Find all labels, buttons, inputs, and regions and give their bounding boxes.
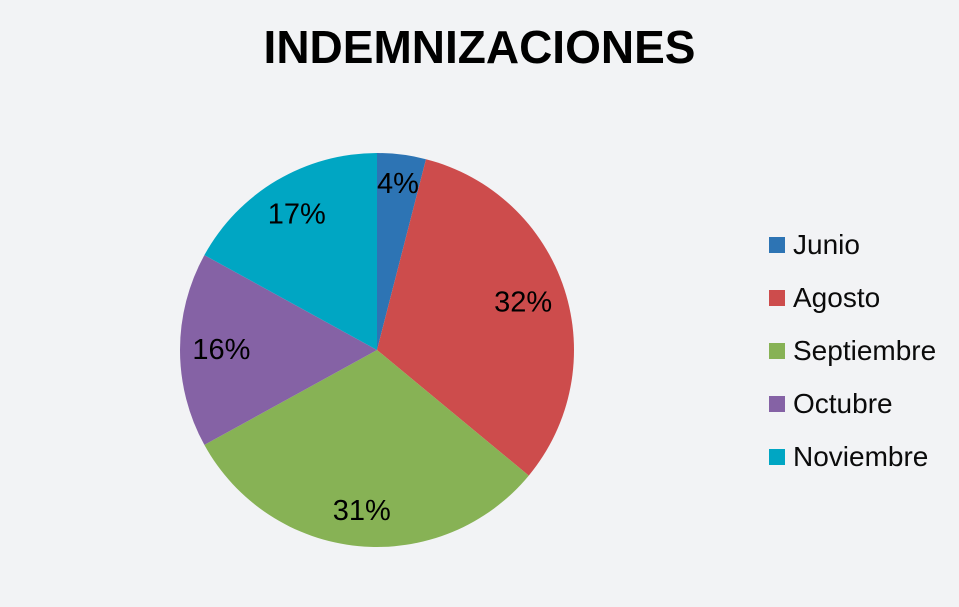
legend-item-octubre[interactable]: Octubre: [769, 388, 936, 420]
legend-label-septiembre: Septiembre: [793, 335, 937, 366]
slice-label-septiembre: 31%: [333, 495, 391, 527]
legend-swatch-noviembre: [769, 449, 785, 465]
legend-item-noviembre[interactable]: Noviembre: [769, 441, 936, 473]
legend-label-junio: Junio: [793, 229, 860, 260]
legend-swatch-junio: [769, 237, 785, 253]
pie-slice-agosto[interactable]: [377, 159, 574, 476]
legend-swatch-octubre: [769, 396, 785, 412]
slice-label-octubre: 16%: [192, 334, 250, 366]
pie-slice-junio[interactable]: [377, 153, 426, 350]
slice-label-agosto: 32%: [494, 287, 552, 319]
pie-slice-octubre[interactable]: [179, 255, 377, 445]
legend-item-septiembre[interactable]: Septiembre: [769, 335, 936, 367]
legend-item-agosto[interactable]: Agosto: [769, 282, 936, 314]
legend-label-noviembre: Noviembre: [793, 441, 929, 472]
legend-swatch-septiembre: [769, 343, 785, 359]
slice-label-junio: 4%: [377, 168, 419, 200]
pie-slice-noviembre[interactable]: [204, 153, 377, 350]
pie-slice-septiembre[interactable]: [204, 350, 529, 547]
legend-swatch-agosto: [769, 290, 785, 306]
legend: Junio Agosto Septiembre Octubre Noviembre: [769, 229, 936, 473]
chart-title: INDEMNIZACIONES: [263, 21, 696, 73]
slice-label-noviembre: 17%: [268, 198, 326, 230]
legend-item-junio[interactable]: Junio: [769, 229, 936, 261]
legend-label-octubre: Octubre: [793, 388, 893, 419]
legend-label-agosto: Agosto: [793, 282, 881, 313]
